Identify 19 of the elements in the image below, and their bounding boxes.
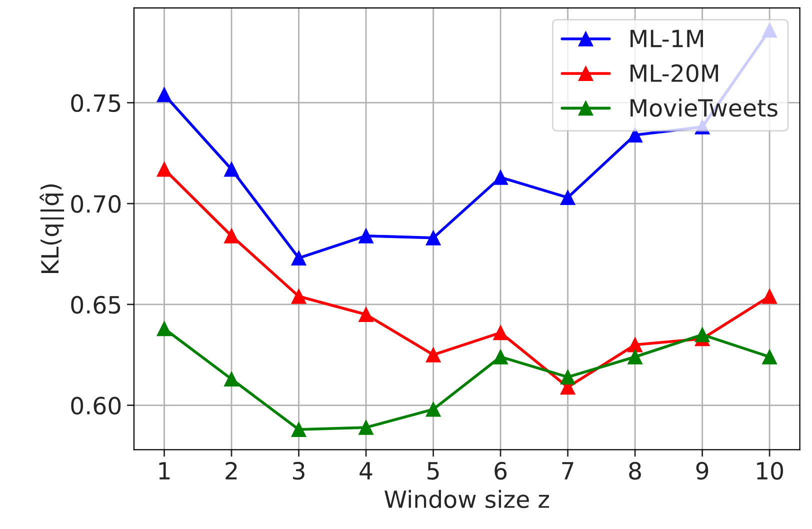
x-tick-label: 7 (562, 462, 574, 480)
x-tick-label: 10 (757, 462, 784, 480)
x-tick-label: 4 (360, 462, 372, 480)
x-tick-label: 9 (696, 462, 708, 480)
y-tick-label: 0.70 (71, 195, 121, 213)
y-tick-label: 0.65 (71, 296, 120, 314)
legend-label: MovieTweets (630, 98, 778, 117)
x-axis-title: Window size z (384, 490, 550, 508)
x-tick-label: 1 (159, 462, 170, 480)
legend-label: ML-20M (630, 64, 718, 82)
x-tick-label: 8 (629, 462, 641, 480)
y-tick-label: 0.60 (71, 396, 121, 415)
x-tick-label: 5 (428, 462, 439, 480)
y-tick-label: 0.75 (71, 94, 120, 112)
x-tick-label: 2 (226, 462, 237, 480)
legend-label: ML-1M (630, 30, 703, 48)
x-tick-label: 3 (293, 462, 304, 480)
y-axis-title: KL(q||q̂) (40, 184, 64, 273)
x-tick-label: 6 (494, 462, 507, 480)
